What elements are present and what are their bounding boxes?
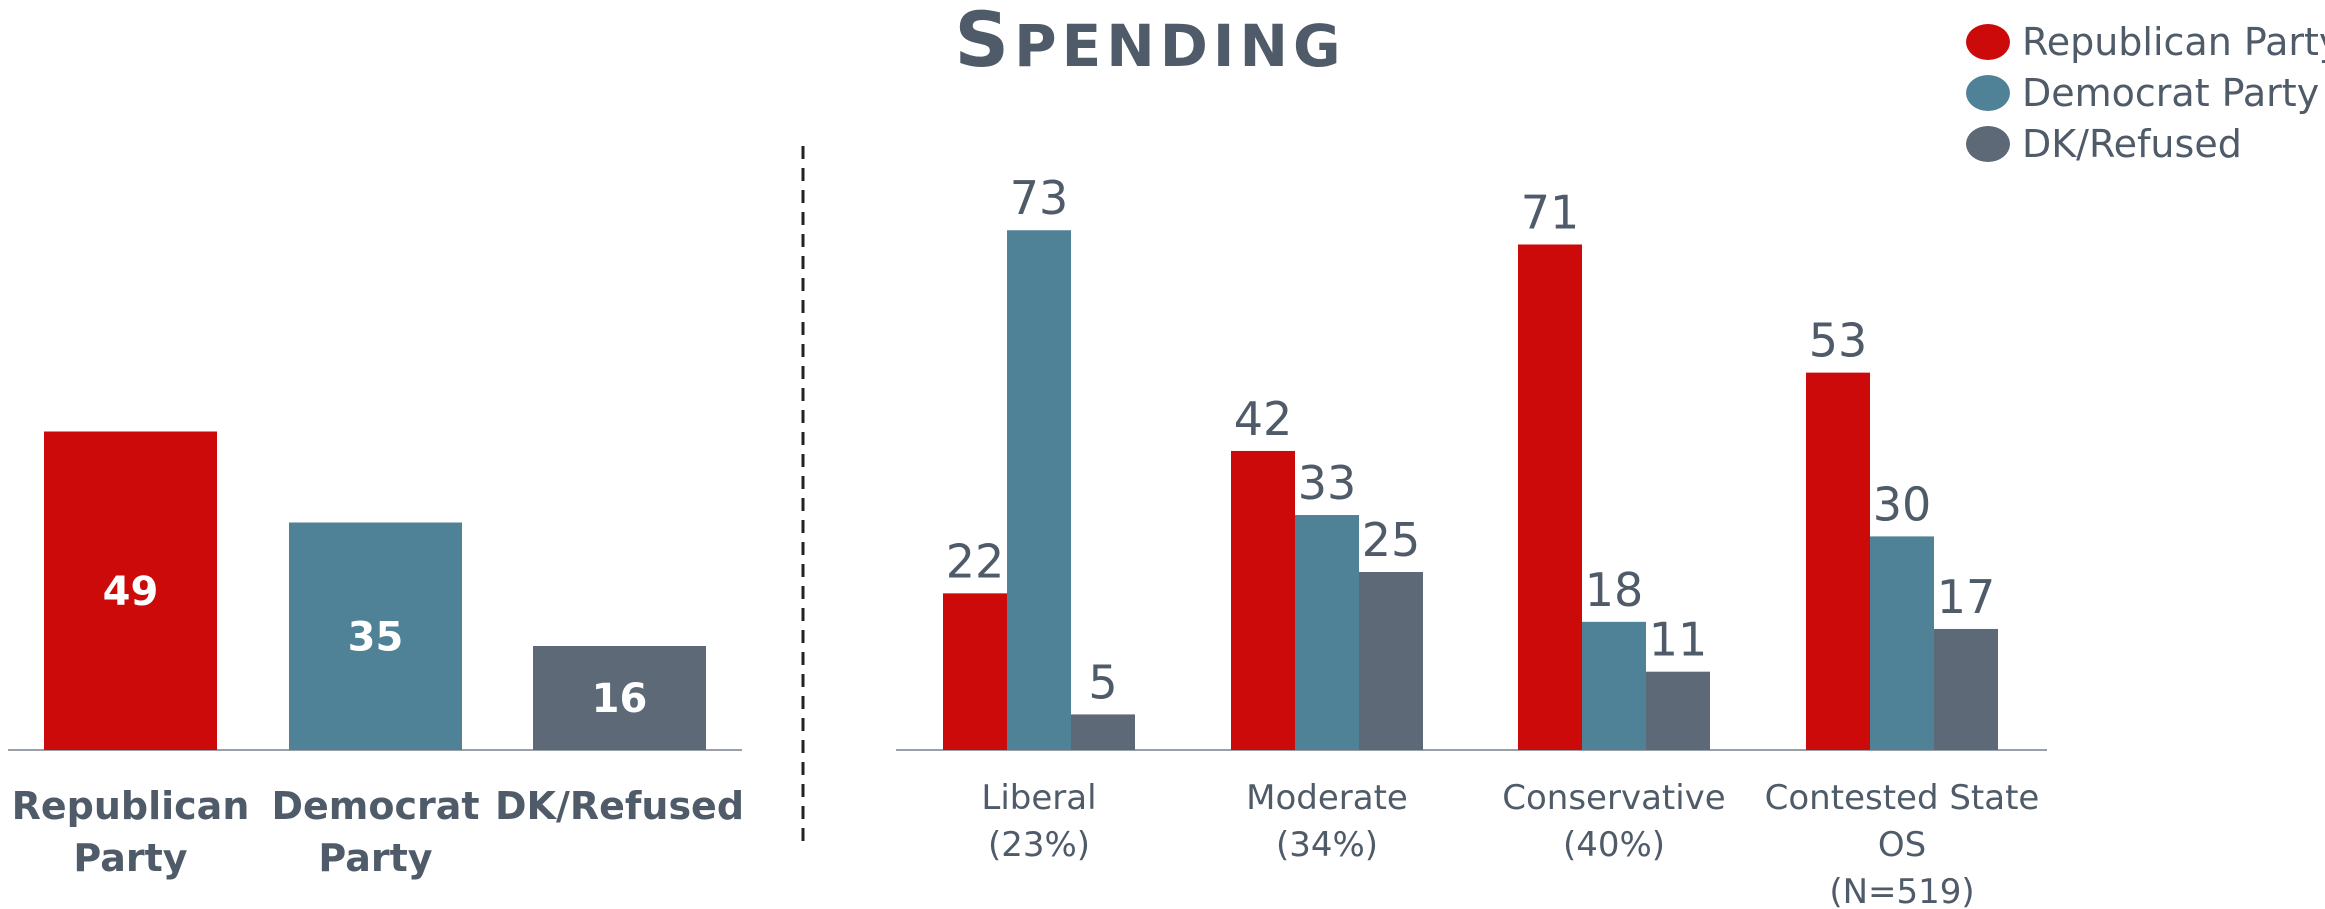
data-label-liberal-23-democrat-party: 73 [1010, 171, 1069, 225]
bar-liberal-23-dk-refused [1071, 714, 1135, 750]
category-label-moderate-34: Moderate (34%) [1246, 778, 1408, 865]
data-label-moderate-34-dk-refused: 25 [1362, 513, 1421, 567]
legend: Republican Party Democrat Party DK/Refused [1966, 20, 2325, 166]
bar-liberal-23-republican-party [943, 593, 1007, 750]
chart-title-rest: PENDING [1014, 12, 1346, 80]
data-label-moderate-34-republican-party: 42 [1234, 392, 1293, 446]
bar-contested-state-os-n-519-dk-refused [1934, 628, 1998, 750]
data-label-republican-party: 49 [103, 569, 159, 615]
category-label-line: Democrat [271, 784, 479, 828]
category-label-line: OS [1878, 825, 1926, 865]
legend-label-dk-refused: DK/Refused [2022, 122, 2242, 166]
legend-label-democrat-party: Democrat Party [2022, 71, 2319, 115]
data-label-conservative-40-republican-party: 71 [1521, 185, 1580, 239]
data-label-contested-state-os-n-519-republican-party: 53 [1809, 314, 1868, 368]
overall-bar-chart: 49 Republican Party 35 Democrat Party 16 DK/Ref… [8, 431, 744, 880]
chart-title: SPENDING [954, 0, 1345, 84]
bar-republican-party [44, 431, 217, 750]
data-label-contested-state-os-n-519-dk-refused: 17 [1937, 570, 1996, 624]
bar-conservative-40-democrat-party [1582, 621, 1646, 750]
category-label-democrat-party: Democrat Party [271, 784, 479, 880]
chart-title-initial: S [954, 0, 1014, 84]
category-label-line: Liberal [981, 778, 1096, 818]
category-label-contested-state-os-n-519: Contested State OS (N=519) [1765, 778, 2040, 909]
bar-liberal-23-democrat-party [1007, 230, 1071, 751]
data-label-conservative-40-democrat-party: 18 [1585, 563, 1644, 617]
data-label-conservative-40-dk-refused: 11 [1649, 613, 1708, 667]
legend-marker-democrat-party [1966, 75, 2010, 111]
category-label-conservative-40: Conservative (40%) [1502, 778, 1725, 865]
bar-democrat-party [289, 522, 462, 750]
category-label-line: Conservative [1502, 778, 1725, 818]
category-label-line: DK/Refused [495, 784, 744, 828]
bar-contested-state-os-n-519-democrat-party [1870, 536, 1934, 750]
legend-marker-republican-party [1966, 24, 2010, 60]
legend-marker-dk-refused [1966, 126, 2010, 162]
category-label-line: Party [73, 836, 187, 880]
category-label-dk-refused: DK/Refused [495, 784, 744, 828]
data-label-liberal-23-dk-refused: 5 [1088, 655, 1117, 709]
bar-dk-refused [533, 646, 706, 750]
bar-moderate-34-republican-party [1231, 450, 1295, 750]
data-label-democrat-party: 35 [348, 614, 404, 660]
data-label-dk-refused: 16 [592, 676, 648, 722]
category-label-line: Party [318, 836, 432, 880]
data-label-contested-state-os-n-519-democrat-party: 30 [1873, 477, 1932, 531]
category-label-liberal-23: Liberal (23%) [981, 778, 1096, 865]
legend-label-republican-party: Republican Party [2022, 20, 2325, 64]
bar-conservative-40-republican-party [1518, 244, 1582, 751]
bar-moderate-34-dk-refused [1359, 572, 1423, 750]
category-label-line: Contested State [1765, 778, 2040, 818]
bar-contested-state-os-n-519-republican-party [1806, 372, 1870, 750]
data-label-liberal-23-republican-party: 22 [946, 534, 1005, 588]
category-label-republican-party: Republican Party [12, 784, 250, 880]
category-label-line: Moderate [1246, 778, 1408, 818]
bar-moderate-34-democrat-party [1295, 515, 1359, 750]
category-label-line: (40%) [1563, 825, 1665, 865]
category-label-line: (23%) [988, 825, 1090, 865]
data-label-moderate-34-democrat-party: 33 [1298, 456, 1357, 510]
category-label-line: (N=519) [1829, 872, 1974, 909]
category-label-line: Republican [12, 784, 250, 828]
category-label-line: (34%) [1276, 825, 1378, 865]
bar-conservative-40-dk-refused [1646, 671, 1710, 750]
